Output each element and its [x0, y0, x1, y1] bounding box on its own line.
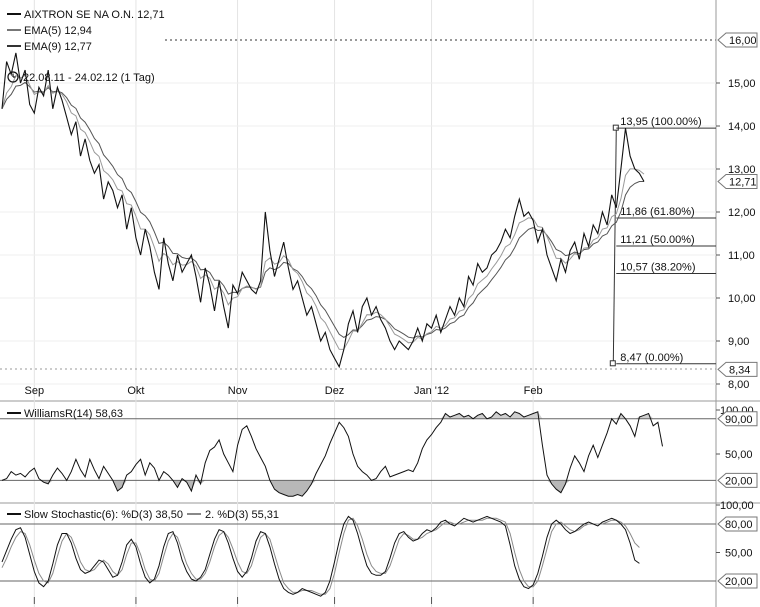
fib-handle: [609, 360, 616, 367]
legend-stoch-1: Slow Stochastic(6): %D(3) 38,50: [24, 509, 183, 521]
right-axis: 8,00 9,00 10,00 11,00 12,00 13,00 14,00 15,00 16…: [716, 32, 758, 589]
month-label: Feb: [524, 385, 543, 397]
y-tick-label: 11,00: [728, 250, 755, 262]
stoch-axis-label: 50,00: [725, 548, 753, 560]
fib-level-label: 10,57 (38.20%): [620, 261, 695, 273]
fib-trendline: [612, 128, 617, 364]
williams-line: [1, 411, 663, 497]
price-lines: [1, 52, 645, 369]
level-tag: [717, 573, 758, 589]
legend-close: AIXTRON SE NA O.N. 12,71: [24, 9, 165, 21]
level-tag: [717, 472, 758, 488]
stoch-d1-line: [1, 515, 640, 597]
date-range: 22.08.11 - 24.02.12 (1 Tag): [23, 72, 155, 84]
price-tag-label: 16,00: [729, 35, 757, 47]
clock-icon: [7, 71, 19, 83]
stoch-axis-label: 20,00: [725, 576, 753, 588]
month-axis: Sep Okt Nov Dez Jan '12 Feb: [25, 385, 543, 604]
fib-level-label: 11,21 (50.00%): [620, 234, 694, 246]
y-tick-label: 14,00: [728, 121, 756, 133]
stoch-axis-label: 100,00: [720, 500, 754, 512]
main-legend: AIXTRON SE NA O.N. 12,71 EMA(5) 12,94 EM…: [7, 9, 165, 84]
month-label: Sep: [25, 385, 45, 397]
y-tick-label: 13,00: [728, 164, 756, 176]
overbought-fill: [440, 411, 654, 419]
month-label: Dez: [325, 385, 345, 397]
legend-stoch-2: 2. %D(3) 55,31: [205, 509, 279, 521]
y-tick-label: 9,00: [728, 336, 749, 348]
price-tag-label: 12,71: [729, 176, 757, 188]
ema5-line: [1, 74, 645, 350]
y-tick-label: 8,00: [728, 379, 749, 391]
price-tag: [717, 173, 758, 189]
price-panel: 13,95 (100.00%) 11,86 (61.80%) 11,21 (50.0…: [0, 39, 716, 370]
y-tick-label: 12,00: [728, 207, 756, 219]
y-tick-label: 10,00: [728, 293, 756, 305]
fib-level-label: 13,95 (100.00%): [620, 116, 701, 128]
price-tag: [717, 361, 758, 377]
williams-panel: WilliamsR(14) 58,63: [0, 408, 716, 497]
level-tag: [717, 516, 758, 532]
legend-ema9: EMA(9) 12,77: [24, 41, 92, 53]
fib-level-label: 8,47 (0.00%): [620, 352, 683, 364]
y-tick-label: 15,00: [728, 78, 756, 90]
oversold-fill: [38, 480, 571, 497]
williams-axis-label: 90,00: [725, 414, 753, 426]
month-label: Okt: [127, 385, 144, 397]
price-tag: [717, 32, 758, 48]
fibonacci-retracement: 13,95 (100.00%) 11,86 (61.80%) 11,21 (50.0…: [609, 116, 716, 367]
month-label: Jan '12: [414, 385, 449, 397]
stoch-d2-line: [1, 517, 640, 595]
williams-axis-label: 50,00: [725, 449, 753, 461]
legend-williams: WilliamsR(14) 58,63: [24, 408, 123, 420]
legend-ema5: EMA(5) 12,94: [24, 25, 92, 37]
price-tag-label: 8,34: [729, 364, 750, 376]
stochastic-panel: Slow Stochastic(6): %D(3) 38,50 2. %D(3)…: [0, 509, 716, 597]
fib-level-label: 11,86 (61.80%): [620, 206, 694, 218]
month-label: Nov: [228, 385, 248, 397]
close-line: [1, 52, 645, 369]
stoch-axis-label: 80,00: [725, 519, 753, 531]
williams-axis-label: 20,00: [725, 475, 753, 487]
level-tag: [717, 411, 758, 427]
ema9-line: [1, 81, 644, 339]
